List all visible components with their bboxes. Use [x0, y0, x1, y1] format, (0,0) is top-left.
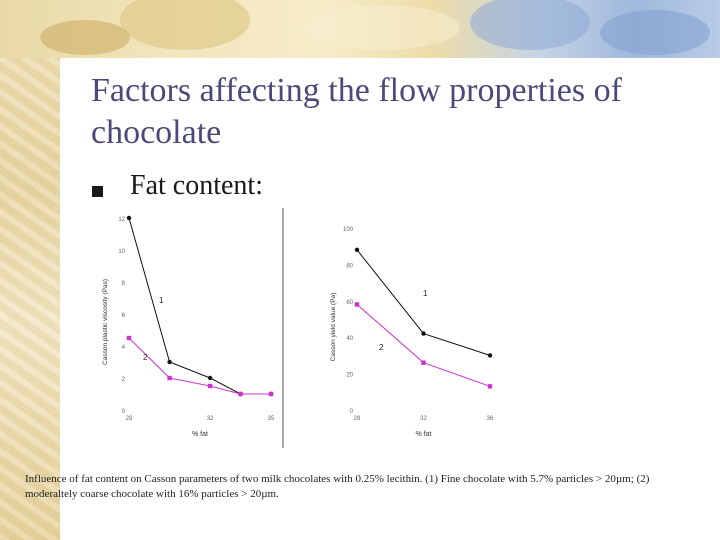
bullet-square-icon	[92, 186, 103, 197]
chart2-x-tick-label: 32	[420, 416, 427, 422]
chart1-series-2-point	[207, 383, 213, 389]
chart2-y-tick-label: 20	[346, 373, 353, 379]
chart1-y-axis-label: Casson plastic viscosity (Pas)	[102, 279, 109, 365]
chart2-series-1-label: 1	[423, 289, 428, 298]
chart1-y-tick-label: 4	[122, 345, 126, 351]
bullet-text: Fat content:	[130, 170, 263, 201]
chart2-y-tick-label: 100	[343, 227, 354, 233]
chart2-series-2-label: 2	[379, 343, 384, 352]
chart2-series-2-point	[487, 384, 493, 389]
chart1-x-axis-label: % fat	[192, 431, 208, 438]
chart1-series-1-line	[128, 217, 271, 395]
chart1-y-tick-label: 2	[122, 377, 126, 383]
chart1-series-1-point	[126, 215, 132, 221]
chart2-x-tick-label: 36	[487, 416, 494, 422]
chart1-y-tick-label: 12	[118, 217, 125, 223]
chart1-series-1-point	[207, 375, 213, 381]
chart2-series-1-point	[354, 247, 360, 253]
chart2-y-axis-label: Casson yield value (Pa)	[330, 293, 337, 362]
chart-panel: 0 2 4 6 8 10 12 28 32 35% fat Casson plastic visco…	[93, 208, 510, 448]
chart2-y-tick-label: 40	[346, 336, 353, 342]
chart1-series-2-point	[167, 375, 172, 381]
chart2-y-tick-label: 80	[346, 263, 353, 269]
chart1-y-tick-label: 0	[122, 409, 126, 415]
chart2-series-1-point	[421, 331, 426, 336]
chart1-series-2-label: 2	[143, 353, 148, 362]
chart2-y-tick-label: 0	[350, 409, 354, 415]
decorative-top-banner	[0, 0, 720, 58]
chart1-x-tick-label: 28	[126, 416, 133, 422]
chart1-y-tick-label: 10	[118, 249, 125, 255]
chart1-series-1-point	[167, 359, 172, 365]
chart1-x-tick-label: 32	[207, 416, 214, 422]
decorative-left-strip	[0, 0, 60, 540]
chart2-series-2-line	[356, 304, 491, 387]
chart2-series-2-point	[421, 360, 426, 365]
chart2-y-tick-label: 60	[346, 300, 353, 306]
chart2-series-2-point	[354, 302, 360, 307]
chart2-x-axis-label: % fat	[416, 431, 432, 438]
chart2-x-tick-label: 28	[354, 416, 361, 422]
chart1-y-tick-label: 8	[122, 281, 126, 287]
chart1-series-1-label: 1	[159, 296, 164, 305]
slide-title: Factors affecting the flow properties of…	[91, 72, 622, 151]
chart1-series-2-point	[126, 335, 132, 341]
chart1-x-tick-label: 35	[268, 416, 275, 422]
chart2-series-1-line	[356, 249, 491, 356]
chart1-series-2-point	[238, 391, 243, 397]
chart2-series-1-point	[487, 353, 493, 358]
chart1-series-2-line	[128, 337, 271, 395]
chart1-series-2-point	[268, 391, 274, 397]
figure-caption: Influence of fat content on Casson param…	[25, 473, 650, 500]
chart1-y-tick-label: 6	[122, 313, 126, 319]
